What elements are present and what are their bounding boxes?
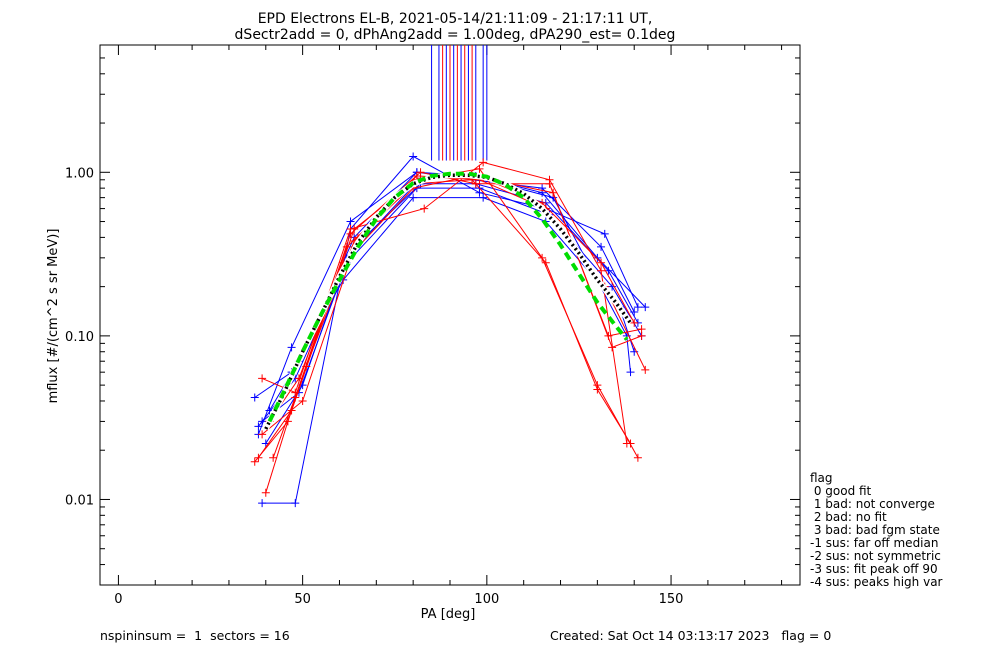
- data-point-red: [258, 430, 267, 439]
- data-point-red: [593, 385, 602, 394]
- data-point-red: [549, 188, 558, 197]
- series-line-red: [265, 171, 642, 493]
- data-point-red: [597, 266, 606, 275]
- legend-item: 0 good fit: [810, 484, 872, 498]
- series-line-blue: [258, 183, 639, 427]
- legend-title: flag: [810, 471, 833, 485]
- y-axis-label: mflux [#/(cm^2 s sr MeV)]: [46, 229, 61, 404]
- data-point-blue: [409, 152, 418, 161]
- series-line-red: [269, 175, 642, 422]
- data-point-red: [633, 453, 642, 462]
- axes: 0 50 100 150 0.01 0.10 1.00: [65, 45, 800, 607]
- flag-legend: flag 0 good fit 1 bad: not converge 2 ba…: [810, 471, 943, 589]
- data-point-blue: [258, 417, 267, 426]
- data-point-red: [269, 453, 278, 462]
- series-line-blue: [257, 171, 635, 435]
- footer-right: Created: Sat Oct 14 03:13:17 2023 flag =…: [550, 628, 831, 643]
- data-point-red: [630, 318, 639, 327]
- data-point-red: [471, 179, 480, 188]
- data-point-blue: [250, 393, 259, 402]
- data-point-blue: [597, 242, 606, 251]
- data-point-red: [541, 258, 550, 267]
- data-point-red: [637, 331, 646, 340]
- data-point-red: [350, 225, 359, 234]
- data-point-red: [420, 204, 429, 213]
- data-point-blue: [409, 193, 418, 202]
- x-tick-label: 150: [659, 592, 684, 607]
- data-point-blue: [258, 499, 267, 508]
- y-tick-label: 0.10: [65, 330, 94, 345]
- legend-item: 2 bad: no fit: [810, 510, 887, 524]
- legend-item: -1 sus: far off median: [810, 536, 938, 550]
- fit-curve-white: [263, 172, 633, 431]
- data-point-red: [479, 158, 488, 167]
- data-point-blue: [600, 229, 609, 238]
- data-point-blue: [626, 368, 635, 377]
- data-point-red: [254, 453, 263, 462]
- data-point-red: [261, 488, 270, 497]
- data-point-red: [626, 439, 635, 448]
- legend-item: -4 sus: peaks high var: [810, 575, 943, 589]
- legend-item: 3 bad: bad fgm state: [810, 523, 940, 537]
- legend-item: -2 sus: not symmetric: [810, 549, 941, 563]
- data-point-red: [250, 457, 259, 466]
- data-point-red: [302, 362, 311, 371]
- data-point-red: [608, 343, 617, 352]
- data-point-red: [545, 179, 554, 188]
- x-tick-label: 100: [474, 592, 499, 607]
- series-line-red: [272, 177, 635, 458]
- fit-curve-black-dotted: [264, 173, 632, 430]
- data-point-blue: [593, 253, 602, 262]
- data-point-red: [475, 164, 484, 173]
- data-point-blue: [291, 499, 300, 508]
- series-line-red: [261, 161, 628, 444]
- data-point-red: [597, 258, 606, 267]
- chart-title-line1: EPD Electrons EL-B, 2021-05-14/21:11:09 …: [258, 11, 653, 27]
- data-point-red: [641, 365, 650, 374]
- x-tick-label: 0: [114, 592, 122, 607]
- chart-title: EPD Electrons EL-B, 2021-05-14/21:11:09 …: [235, 11, 676, 43]
- series-line-red: [261, 175, 646, 435]
- peak-vertical-lines: [431, 45, 488, 161]
- data-point-blue: [633, 303, 642, 312]
- y-tick-label: 1.00: [65, 166, 94, 181]
- fit-curves: [263, 171, 633, 431]
- chart-title-line2: dSectr2add = 0, dPhAng2add = 1.00deg, dP…: [235, 27, 676, 43]
- legend-item: -3 sus: fit peak off 90: [810, 562, 938, 576]
- data-point-red: [258, 374, 267, 383]
- x-axis-label: PA [deg]: [421, 607, 476, 622]
- data-point-blue: [479, 193, 488, 202]
- data-point-blue: [254, 422, 263, 431]
- data-point-blue: [346, 217, 355, 226]
- y-tick-label: 0.01: [65, 493, 94, 508]
- footer-left: nspininsum = 1 sectors = 16: [100, 628, 290, 643]
- x-tick-label: 50: [294, 592, 311, 607]
- data-point-red: [298, 396, 307, 405]
- legend-item: 1 bad: not converge: [810, 497, 935, 511]
- data-point-blue: [641, 303, 650, 312]
- data-point-red: [637, 325, 646, 334]
- data-point-blue: [287, 343, 296, 352]
- series-line-blue: [254, 197, 635, 398]
- fit-curve-green-dashed: [267, 171, 629, 423]
- data-point-red: [346, 229, 355, 238]
